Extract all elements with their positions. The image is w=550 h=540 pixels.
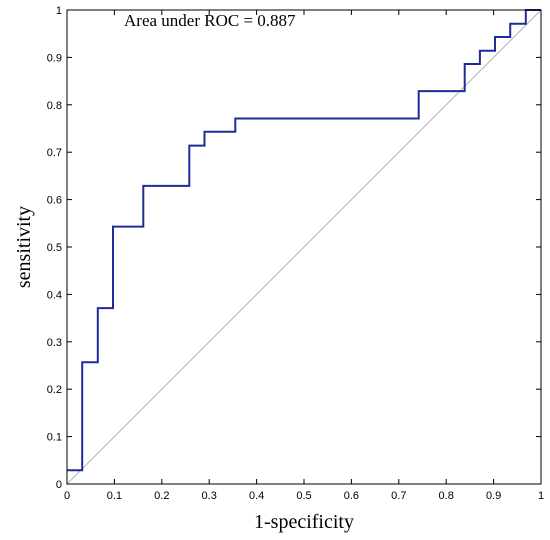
x-tick-label: 0.8 xyxy=(439,490,454,502)
y-tick-label: 0.9 xyxy=(47,52,62,64)
y-tick-label: 0.8 xyxy=(47,100,62,112)
x-tick-label: 0.3 xyxy=(202,490,217,502)
y-tick-label: 1 xyxy=(56,5,62,17)
x-tick-label: 0.4 xyxy=(249,490,264,502)
y-tick-label: 0.3 xyxy=(47,337,62,349)
y-tick-label: 0.4 xyxy=(47,289,62,301)
x-tick-label: 0.2 xyxy=(154,490,169,502)
x-tick-label: 0.7 xyxy=(391,490,406,502)
y-axis-title: sensitivity xyxy=(13,206,35,288)
y-tick-label: 0 xyxy=(56,479,62,491)
roc-curve-line xyxy=(67,9,541,472)
x-tick-label: 0.1 xyxy=(107,490,122,502)
x-tick-label: 0.9 xyxy=(486,490,501,502)
y-tick-label: 0.6 xyxy=(47,195,62,207)
chance-diagonal-line xyxy=(66,9,542,485)
y-tick-label: 0.1 xyxy=(47,432,62,444)
y-tick-label: 0.7 xyxy=(47,147,62,159)
y-tick-label: 0.5 xyxy=(47,242,62,254)
x-tick-label: 1 xyxy=(538,490,544,502)
x-axis-title: 1-specificity xyxy=(254,511,354,533)
x-tick-label: 0.5 xyxy=(296,490,311,502)
auc-annotation: Area under ROC = 0.887 xyxy=(124,11,296,30)
x-tick-label: 0 xyxy=(64,490,70,502)
plot-area-frame xyxy=(66,9,542,485)
y-tick-label: 0.2 xyxy=(47,384,62,396)
x-tick-label: 0.6 xyxy=(344,490,359,502)
